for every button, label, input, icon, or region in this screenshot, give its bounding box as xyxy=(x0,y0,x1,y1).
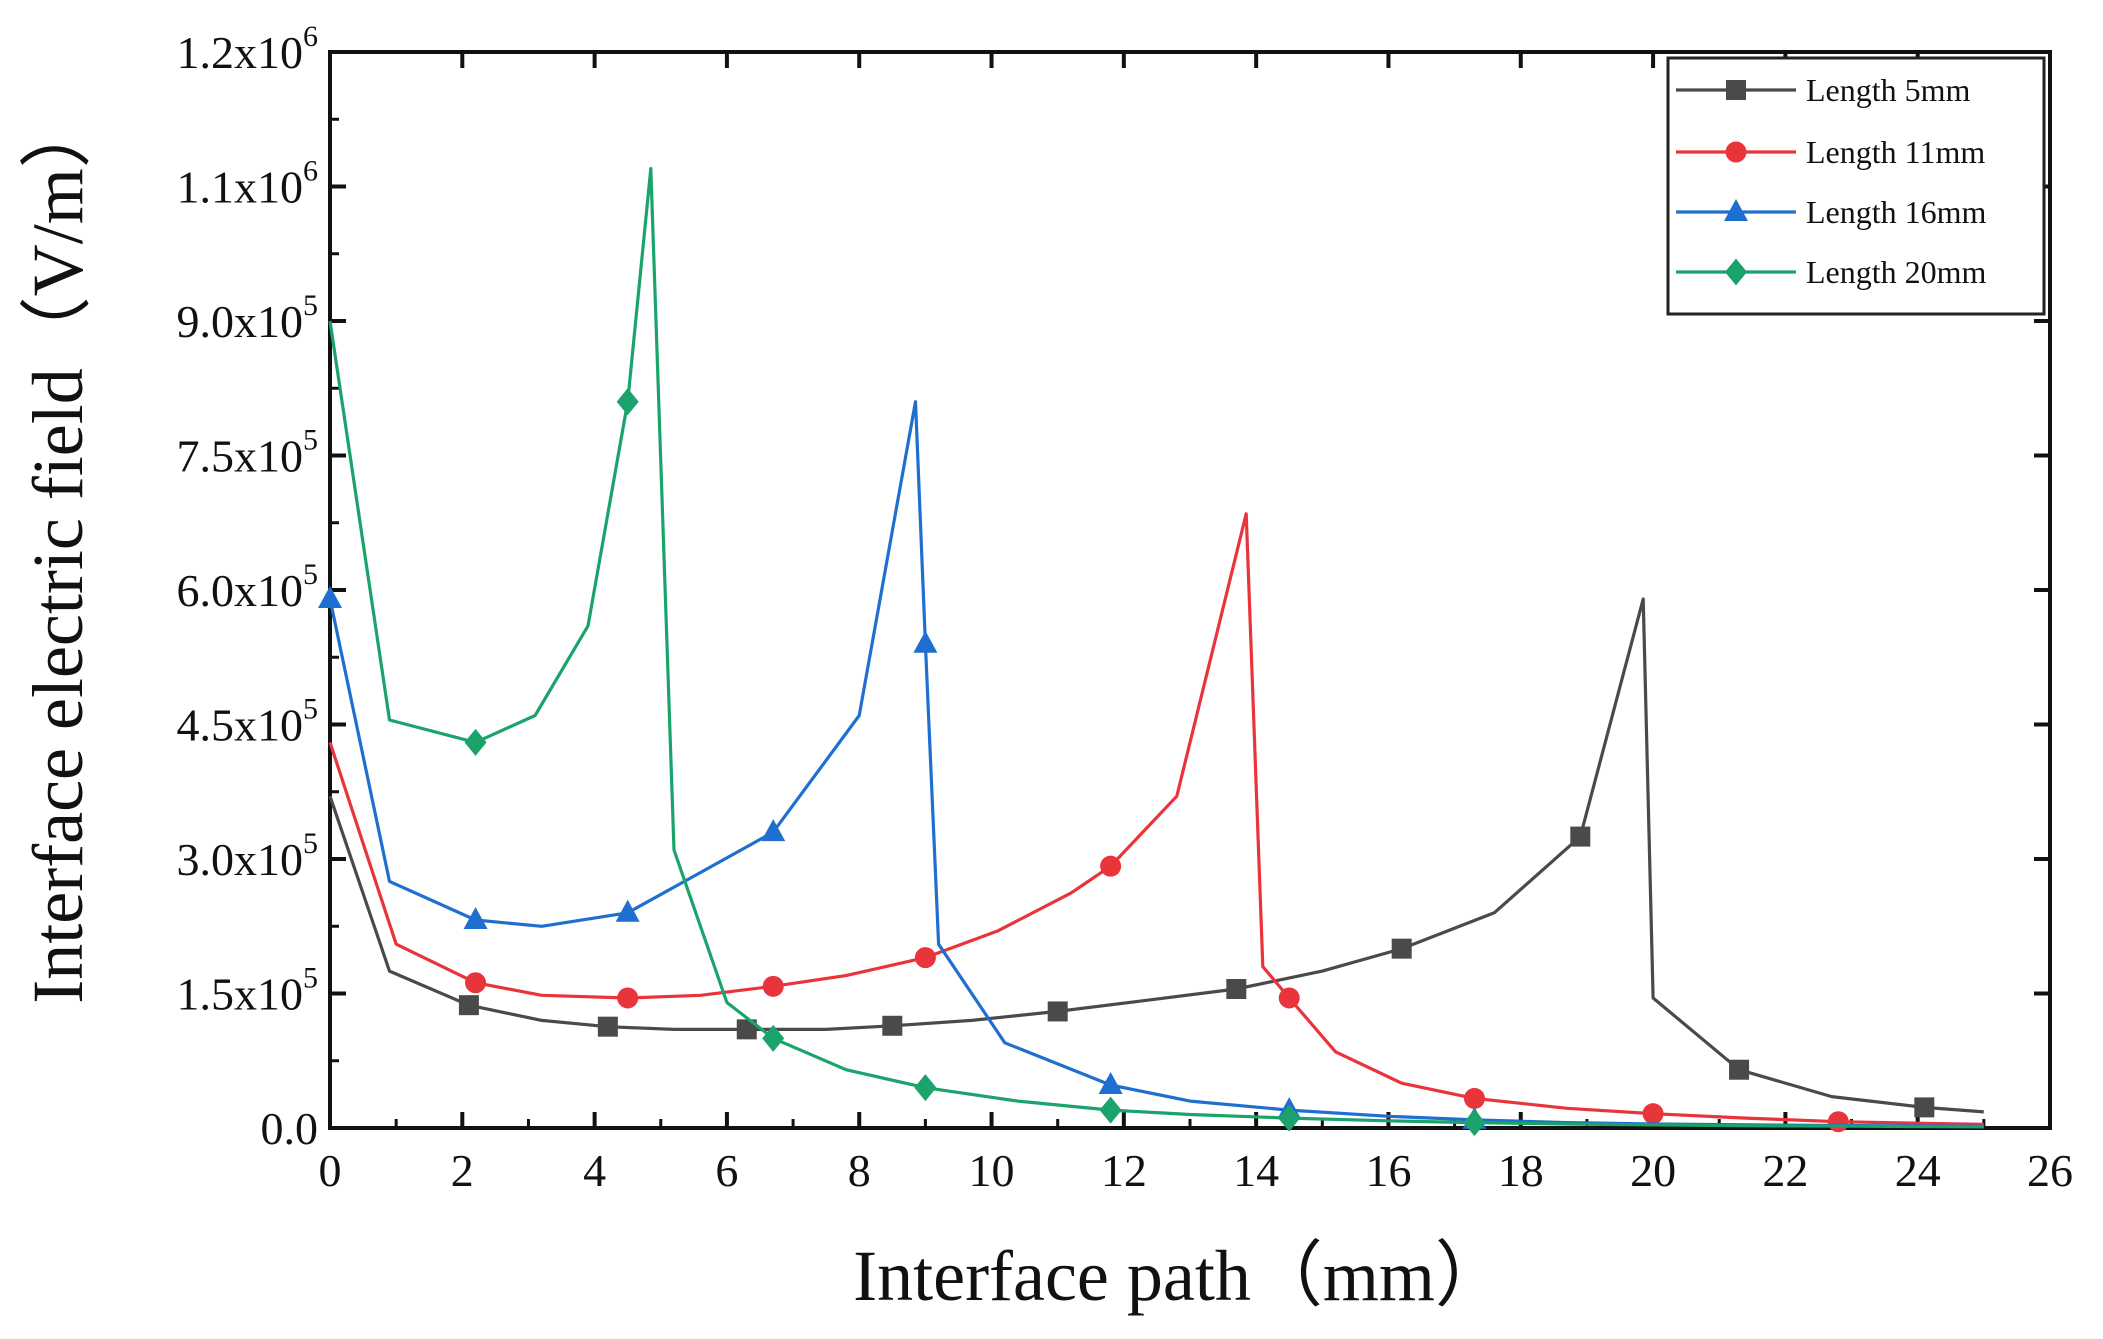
x-tick-label: 10 xyxy=(969,1145,1015,1196)
y-tick-exponent: 5 xyxy=(303,827,318,860)
legend-marker xyxy=(1725,258,1747,286)
legend-label: Length 20mm xyxy=(1806,254,1987,290)
legend-marker xyxy=(1726,80,1746,100)
x-tick-label: 14 xyxy=(1233,1145,1279,1196)
data-point xyxy=(762,1024,785,1052)
series-length-16mm xyxy=(318,400,1984,1129)
y-tick-mantissa: 0.0 xyxy=(261,1103,319,1154)
data-point xyxy=(1642,1103,1664,1125)
data-point xyxy=(458,995,479,1016)
y-tick-label: 6.0x105 xyxy=(177,558,319,616)
series-length-20mm xyxy=(328,167,1984,1137)
data-point xyxy=(1463,1087,1485,1109)
y-tick-label: 3.0x105 xyxy=(177,827,319,885)
y-tick-label: 4.5x105 xyxy=(177,693,319,751)
data-point xyxy=(1391,938,1412,959)
data-point xyxy=(617,987,639,1009)
data-point xyxy=(616,388,639,416)
data-point xyxy=(464,728,487,756)
x-axis-title: Interface path（mm） xyxy=(853,1236,1507,1316)
data-point xyxy=(318,585,342,608)
data-point xyxy=(1914,1097,1935,1118)
series-line xyxy=(328,512,1984,1126)
data-point xyxy=(1463,1109,1486,1137)
y-tick-mantissa: 1.5x10 xyxy=(177,969,304,1020)
y-tick-mantissa: 9.0x10 xyxy=(177,296,304,347)
series-length-11mm xyxy=(328,512,1984,1133)
data-point xyxy=(1047,1001,1068,1022)
data-point xyxy=(761,819,786,842)
data-point xyxy=(1827,1111,1849,1133)
y-tick-exponent: 5 xyxy=(303,558,318,591)
data-point xyxy=(463,906,488,929)
series-length-5mm xyxy=(328,597,1984,1118)
y-tick-mantissa: 1.2x10 xyxy=(177,27,304,78)
legend-marker xyxy=(1725,141,1747,163)
data-point xyxy=(1226,979,1247,1000)
data-point xyxy=(914,947,936,969)
y-tick-exponent: 5 xyxy=(303,424,318,457)
data-point xyxy=(914,1074,937,1102)
y-tick-label: 1.5x105 xyxy=(177,962,319,1020)
x-tick-label: 4 xyxy=(583,1145,606,1196)
data-point xyxy=(1729,1059,1750,1080)
legend: Length 5mm Length 11mm Length 16mm Length 2… xyxy=(1666,56,2046,316)
y-tick-mantissa: 6.0x10 xyxy=(177,565,304,616)
legend-marker xyxy=(1724,199,1748,221)
y-tick-mantissa: 7.5x10 xyxy=(177,431,304,482)
series-line xyxy=(328,597,1984,1114)
y-tick-label: 9.0x105 xyxy=(177,289,319,347)
data-point xyxy=(1570,826,1591,847)
y-tick-mantissa: 4.5x10 xyxy=(177,700,304,751)
x-tick-label: 0 xyxy=(319,1145,342,1196)
x-tick-label: 12 xyxy=(1101,1145,1147,1196)
x-tick-label: 20 xyxy=(1630,1145,1676,1196)
y-tick-label: 1.1x106 xyxy=(177,155,319,213)
data-point xyxy=(615,899,640,922)
axes-layer: 0 2 4 6 8 10 12 14 16 18 20 22 24 260.01.5x1053.0x105… xyxy=(177,20,2074,1196)
data-point xyxy=(1100,855,1122,877)
data-point xyxy=(1278,987,1300,1009)
y-tick-label: 0.0 xyxy=(261,1103,319,1154)
y-tick-exponent: 5 xyxy=(303,693,318,726)
data-point xyxy=(736,1019,757,1040)
x-tick-label: 6 xyxy=(715,1145,738,1196)
y-tick-exponent: 5 xyxy=(303,962,318,995)
x-tick-label: 16 xyxy=(1365,1145,1411,1196)
y-tick-mantissa: 1.1x10 xyxy=(177,162,304,213)
y-tick-label: 7.5x105 xyxy=(177,424,319,482)
x-tick-label: 26 xyxy=(2027,1145,2073,1196)
y-tick-mantissa: 3.0x10 xyxy=(177,834,304,885)
x-tick-label: 18 xyxy=(1498,1145,1544,1196)
y-tick-exponent: 5 xyxy=(303,289,318,322)
legend-label: Length 16mm xyxy=(1806,194,1987,230)
data-point xyxy=(1098,1071,1123,1094)
x-tick-label: 2 xyxy=(451,1145,474,1196)
y-tick-exponent: 6 xyxy=(303,20,318,53)
data-point xyxy=(913,630,938,653)
series-line xyxy=(328,167,1984,1129)
data-point xyxy=(1278,1104,1301,1132)
legend-label: Length 5mm xyxy=(1806,72,1971,108)
x-tick-label: 22 xyxy=(1762,1145,1808,1196)
x-tick-label: 8 xyxy=(848,1145,871,1196)
data-point xyxy=(597,1016,618,1037)
x-tick-label: 24 xyxy=(1895,1145,1941,1196)
y-axis-title: Interface electric field（V/m） xyxy=(18,96,98,1004)
y-tick-label: 1.2x106 xyxy=(177,20,319,78)
legend-label: Length 11mm xyxy=(1806,134,1985,170)
data-point xyxy=(465,972,487,994)
series-line xyxy=(328,400,1984,1128)
y-tick-exponent: 6 xyxy=(303,155,318,188)
series-layer xyxy=(318,167,1984,1137)
data-point xyxy=(1099,1096,1122,1124)
data-point xyxy=(762,975,784,997)
data-point xyxy=(882,1015,903,1036)
